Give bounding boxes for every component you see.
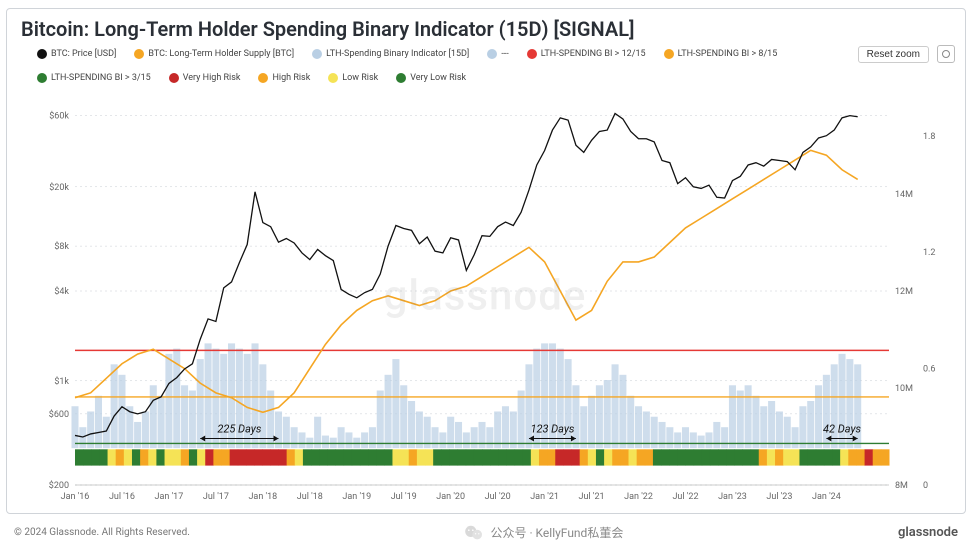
legend-swatch bbox=[169, 73, 179, 83]
svg-text:Jan '20: Jan '20 bbox=[436, 492, 465, 502]
svg-text:Jan '18: Jan '18 bbox=[248, 492, 277, 502]
legend-label: --- bbox=[501, 47, 508, 61]
wechat-label: 公众号 · KellyFund私董会 bbox=[490, 524, 623, 541]
svg-text:Jan '22: Jan '22 bbox=[624, 492, 653, 502]
legend-item: LTH-Spending Binary Indicator [15D] bbox=[312, 47, 469, 61]
legend-item: LTH-SPENDING BI > 8/15 bbox=[664, 47, 778, 61]
svg-text:Jan '17: Jan '17 bbox=[155, 492, 184, 502]
chart-frame: Bitcoin: Long-Term Holder Spending Binar… bbox=[6, 8, 966, 514]
legend-label: BTC: Long-Term Holder Supply [BTC] bbox=[148, 47, 294, 61]
svg-text:Jul '17: Jul '17 bbox=[203, 492, 229, 502]
legend-label: Very Low Risk bbox=[410, 71, 466, 85]
legend-label: BTC: Price [USD] bbox=[51, 47, 116, 61]
svg-text:8M: 8M bbox=[895, 481, 908, 491]
legend-swatch bbox=[134, 49, 144, 59]
plot-area: $200 $600 $1k $4k $8k $20k $60k Jan '16 Jul '16 J… bbox=[25, 91, 945, 511]
svg-text:123 Days: 123 Days bbox=[530, 422, 574, 435]
svg-text:Jul '16: Jul '16 bbox=[109, 492, 135, 502]
legend-label: Very High Risk bbox=[183, 71, 241, 85]
legend-swatch bbox=[312, 49, 322, 59]
legend-label: LTH-Spending Binary Indicator [15D] bbox=[326, 47, 469, 61]
legend-item: --- bbox=[487, 47, 508, 61]
screenshot-icon[interactable] bbox=[937, 45, 955, 63]
legend-label: LTH-SPENDING BI > 3/15 bbox=[51, 71, 151, 85]
legend-item: Very High Risk bbox=[169, 71, 241, 85]
legend-item: High Risk bbox=[258, 71, 310, 85]
svg-text:14M: 14M bbox=[895, 190, 913, 200]
legend-swatch bbox=[328, 73, 338, 83]
svg-text:Jul '22: Jul '22 bbox=[672, 492, 698, 502]
legend-label: Low Risk bbox=[342, 71, 378, 85]
svg-text:Jan '24: Jan '24 bbox=[812, 492, 841, 502]
svg-text:$200: $200 bbox=[49, 480, 69, 491]
legend-item: BTC: Price [USD] bbox=[37, 47, 116, 61]
legend-item: LTH-SPENDING BI > 12/15 bbox=[527, 47, 646, 61]
copyright: © 2024 Glassnode. All Rights Reserved. bbox=[14, 527, 190, 538]
svg-text:Jul '23: Jul '23 bbox=[766, 492, 792, 502]
legend-item: LTH-SPENDING BI > 3/15 bbox=[37, 71, 151, 85]
legend-swatch bbox=[396, 73, 406, 83]
svg-text:Jan '16: Jan '16 bbox=[61, 492, 90, 502]
svg-text:10M: 10M bbox=[895, 384, 913, 394]
svg-text:Jan '21: Jan '21 bbox=[530, 492, 559, 502]
svg-text:1.2: 1.2 bbox=[923, 248, 936, 258]
legend-item: BTC: Long-Term Holder Supply [BTC] bbox=[134, 47, 294, 61]
svg-text:Jul '21: Jul '21 bbox=[579, 492, 605, 502]
legend-swatch bbox=[37, 73, 47, 83]
chart-title: Bitcoin: Long-Term Holder Spending Binar… bbox=[21, 17, 959, 41]
reset-zoom-button[interactable]: Reset zoom bbox=[858, 46, 929, 63]
svg-text:1.8: 1.8 bbox=[923, 132, 936, 142]
legend-swatch bbox=[258, 73, 268, 83]
legend-swatch bbox=[37, 49, 47, 59]
svg-text:Jul '19: Jul '19 bbox=[391, 492, 417, 502]
svg-text:Jan '23: Jan '23 bbox=[718, 492, 747, 502]
svg-text:$8k: $8k bbox=[54, 241, 69, 252]
svg-text:0: 0 bbox=[923, 481, 928, 491]
legend: BTC: Price [USD] BTC: Long-Term Holder Su… bbox=[37, 47, 797, 85]
svg-text:Jan '19: Jan '19 bbox=[342, 492, 371, 502]
svg-text:225 Days: 225 Days bbox=[217, 422, 261, 435]
svg-text:$20k: $20k bbox=[49, 182, 69, 193]
legend-label: LTH-SPENDING BI > 12/15 bbox=[541, 47, 646, 61]
legend-swatch bbox=[664, 49, 674, 59]
legend-swatch bbox=[527, 49, 537, 59]
svg-text:$1k: $1k bbox=[54, 376, 69, 387]
legend-swatch bbox=[487, 49, 497, 59]
legend-label: LTH-SPENDING BI > 8/15 bbox=[678, 47, 778, 61]
legend-label: High Risk bbox=[272, 71, 310, 85]
svg-text:0.6: 0.6 bbox=[923, 365, 936, 375]
legend-item: Low Risk bbox=[328, 71, 378, 85]
legend-item: Very Low Risk bbox=[396, 71, 466, 85]
svg-text:Jul '20: Jul '20 bbox=[485, 492, 511, 502]
wechat-attribution: 公众号 · KellyFund私董会 bbox=[464, 524, 623, 541]
svg-text:$600: $600 bbox=[49, 409, 69, 420]
svg-text:Jul '18: Jul '18 bbox=[297, 492, 323, 502]
svg-text:12M: 12M bbox=[895, 287, 913, 297]
svg-text:$4k: $4k bbox=[54, 286, 69, 297]
svg-text:$60k: $60k bbox=[49, 111, 69, 122]
brand-logo: glassnode bbox=[898, 525, 958, 540]
svg-text:42 Days: 42 Days bbox=[823, 422, 861, 435]
